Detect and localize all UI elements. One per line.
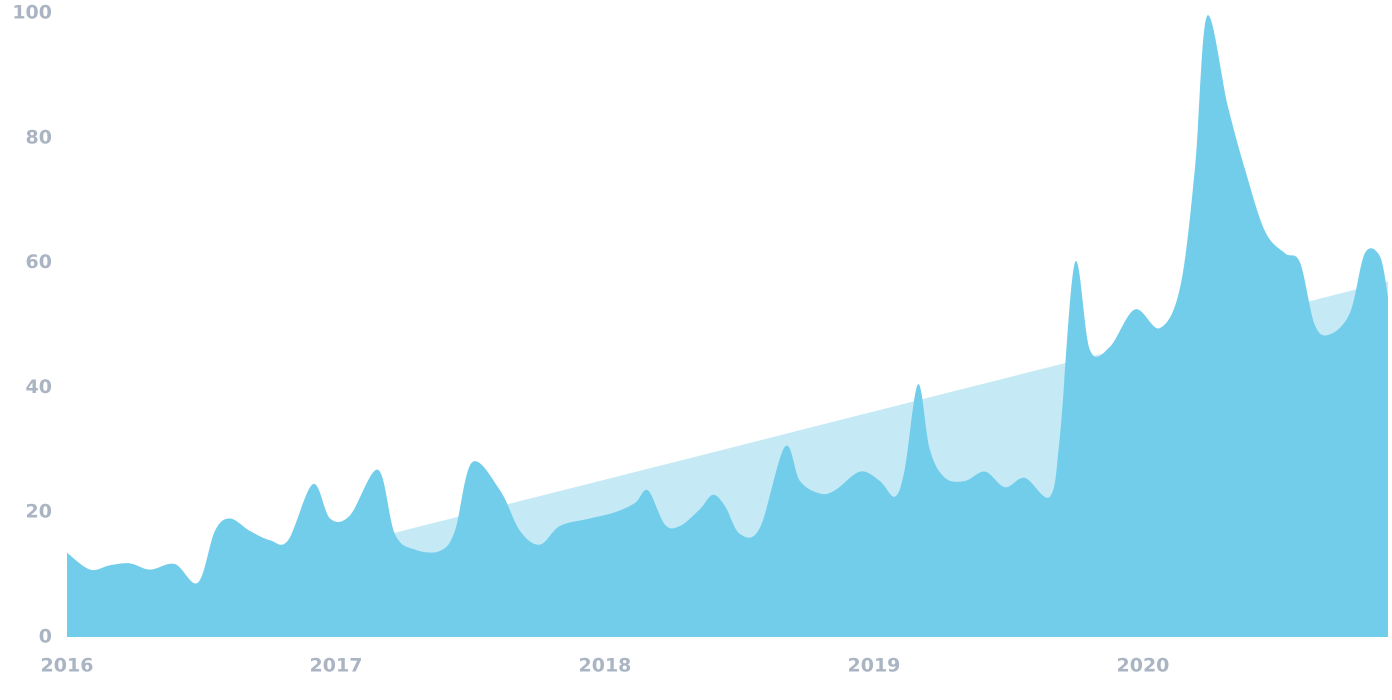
x-tick-label: 2016 (41, 655, 94, 677)
y-tick-label: 0 (39, 626, 52, 648)
y-tick-label: 40 (26, 376, 52, 398)
x-tick-label: 2018 (579, 655, 632, 677)
area (67, 15, 1388, 638)
x-tick-label: 2017 (310, 655, 363, 677)
y-tick-label: 100 (12, 2, 52, 24)
y-tick-label: 20 (26, 501, 52, 523)
y-tick-label: 80 (26, 126, 52, 148)
x-tick-label: 2020 (1117, 655, 1170, 677)
y-tick-label: 60 (26, 251, 52, 273)
x-tick-label: 2019 (848, 655, 901, 677)
